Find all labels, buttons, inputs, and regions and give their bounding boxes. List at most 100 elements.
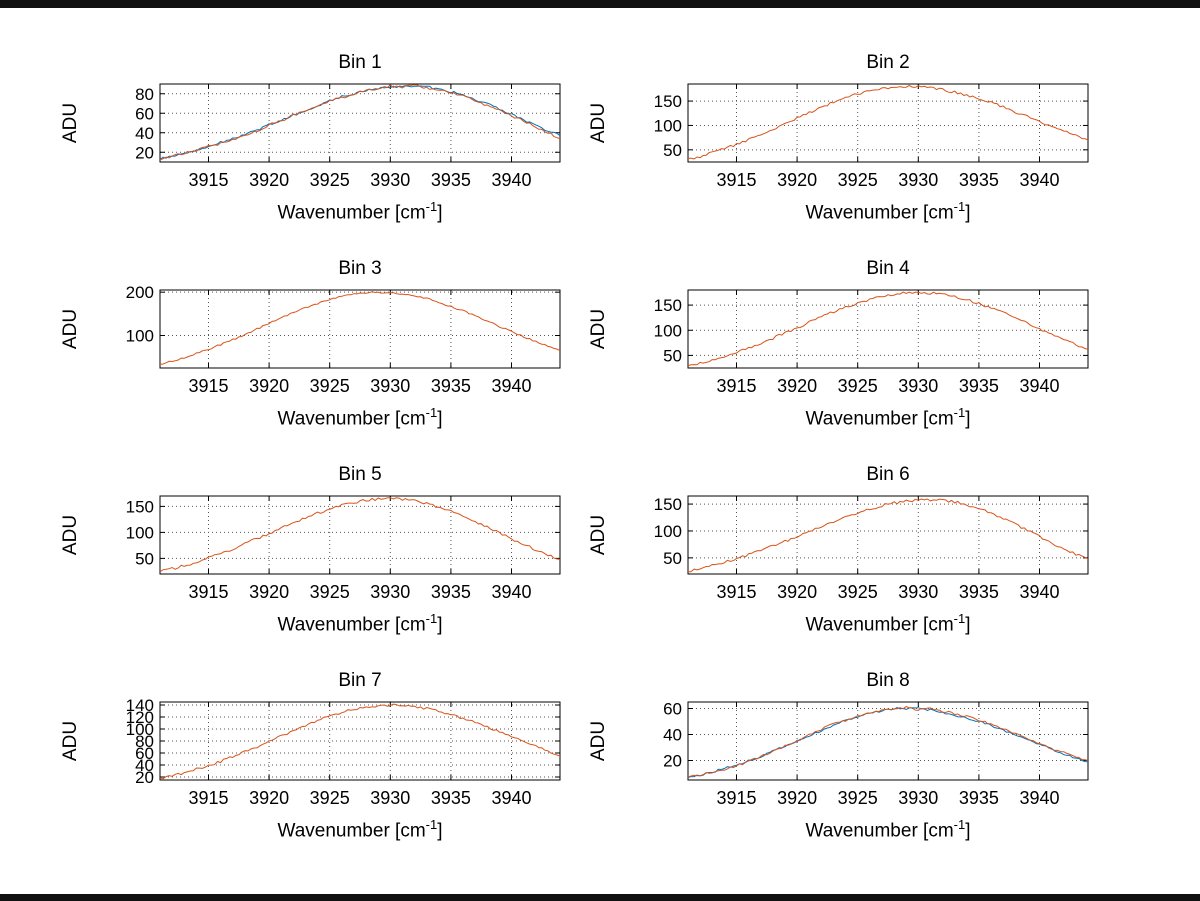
- charts-grid: Bin 1 ADU 20 40 60 80 3915 3920 3925 3930 3935 394…: [0, 8, 1200, 844]
- y-tick-label: 40: [135, 124, 154, 143]
- y-tick-label: 50: [663, 346, 682, 365]
- y-axis-label: ADU: [588, 721, 609, 761]
- x-tick-label: 3920: [777, 170, 817, 190]
- x-tick-label: 3935: [959, 376, 999, 396]
- x-axis-label: Wavenumber [cm-1]: [688, 400, 1088, 432]
- y-tick-label: 20: [663, 752, 682, 771]
- screen-edge-top: [0, 0, 1200, 8]
- series-line-orange: [160, 291, 560, 365]
- y-tick-label: 150: [654, 296, 682, 315]
- x-tick-label: 3920: [249, 376, 289, 396]
- plot-area: [687, 495, 1089, 575]
- series-line-orange: [160, 497, 560, 573]
- y-tick-label: 120: [126, 708, 154, 727]
- plot-area: [687, 289, 1089, 369]
- x-axis-label: Wavenumber [cm-1]: [160, 194, 560, 226]
- x-tick-label: 3925: [310, 376, 350, 396]
- y-tick-label: 100: [126, 720, 154, 739]
- chart-canvas-bin-5: ADU 50 100 150 3915 3920 3925 3930 3935 3940: [60, 495, 561, 602]
- series-line-blue: [688, 707, 1088, 779]
- x-axis-label: Wavenumber [cm-1]: [688, 606, 1088, 638]
- x-axis-label-close: ]: [437, 202, 443, 224]
- x-tick-label: 3920: [249, 788, 289, 808]
- x-axis-label-text: Wavenumber [cm: [805, 408, 954, 430]
- y-tick-label: 40: [135, 756, 154, 775]
- x-tick-label: 3915: [716, 582, 756, 602]
- x-tick-label: 3940: [1019, 788, 1059, 808]
- x-tick-label: 3935: [431, 788, 471, 808]
- x-axis-label-text: Wavenumber [cm: [277, 614, 426, 636]
- y-tick-label: 80: [135, 85, 154, 104]
- chart-title: Bin 5: [338, 464, 382, 485]
- x-tick-label: 3920: [777, 582, 817, 602]
- x-tick-label: 3935: [959, 170, 999, 190]
- y-tick-label: 150: [126, 497, 154, 516]
- x-tick-label: 3915: [716, 376, 756, 396]
- x-axis-label: Wavenumber [cm-1]: [688, 812, 1088, 844]
- x-tick-label: 3930: [370, 582, 410, 602]
- x-tick-label: 3940: [491, 582, 531, 602]
- x-tick-label: 3940: [491, 376, 531, 396]
- series-line-orange: [688, 498, 1088, 573]
- x-axis-label-close: ]: [965, 614, 971, 636]
- x-tick-label: 3930: [370, 376, 410, 396]
- x-tick-label: 3940: [491, 170, 531, 190]
- x-axis-label-sup: -1: [953, 405, 966, 420]
- series-line-orange: [688, 291, 1088, 367]
- x-axis-label-sup: -1: [953, 199, 966, 214]
- x-axis-label-close: ]: [437, 820, 443, 842]
- y-tick-label: 140: [126, 696, 154, 715]
- x-axis-label-sup: -1: [953, 611, 966, 626]
- y-axis-label: ADU: [60, 309, 81, 349]
- x-axis-label-sup: -1: [953, 817, 966, 832]
- subplot-bin-5: Bin 5 ADU 50 100 150 3915 3920 3925 3930 3935 394…: [60, 460, 580, 638]
- x-tick-label: 3935: [431, 376, 471, 396]
- x-tick-label: 3920: [777, 788, 817, 808]
- x-tick-label: 3930: [898, 376, 938, 396]
- series-line-blue: [160, 85, 560, 160]
- plot-area: [159, 289, 561, 369]
- plot-area: [159, 495, 561, 575]
- x-tick-label: 3925: [310, 788, 350, 808]
- x-tick-label: 3925: [838, 376, 878, 396]
- y-tick-label: 50: [663, 549, 682, 568]
- x-tick-label: 3925: [310, 582, 350, 602]
- chart-canvas-bin-8: ADU 20 40 60 3915 3920 3925 3930 3935 3940: [588, 700, 1089, 808]
- x-tick-label: 3935: [431, 170, 471, 190]
- subplot-bin-6: Bin 6 ADU 50 100 150 3915 3920 3925 3930 3935 394…: [588, 460, 1108, 638]
- x-axis-label: Wavenumber [cm-1]: [160, 400, 560, 432]
- x-tick-label: 3915: [188, 376, 228, 396]
- y-axis-label: ADU: [588, 103, 609, 143]
- x-tick-label: 3935: [431, 582, 471, 602]
- x-tick-label: 3930: [898, 788, 938, 808]
- y-tick-label: 60: [663, 700, 682, 719]
- x-tick-label: 3925: [838, 170, 878, 190]
- y-tick-label: 20: [135, 143, 154, 162]
- y-tick-label: 50: [663, 141, 682, 160]
- y-tick-label: 50: [135, 549, 154, 568]
- x-axis-label-text: Wavenumber [cm: [805, 202, 954, 224]
- y-tick-label: 60: [135, 104, 154, 123]
- chart-title: Bin 2: [866, 52, 910, 73]
- x-axis-label-text: Wavenumber [cm: [277, 202, 426, 224]
- x-axis-label: Wavenumber [cm-1]: [160, 812, 560, 844]
- x-tick-label: 3940: [491, 788, 531, 808]
- subplot-bin-1: Bin 1 ADU 20 40 60 80 3915 3920 3925 3930 3935 394…: [60, 48, 580, 226]
- x-tick-label: 3915: [188, 170, 228, 190]
- x-axis-label: Wavenumber [cm-1]: [160, 606, 560, 638]
- y-axis-label: ADU: [60, 721, 81, 761]
- subplot-bin-7: Bin 7 ADU 20 40 60 80 100 120 140 3915 3920 3925 39…: [60, 666, 580, 844]
- x-axis-label-sup: -1: [425, 199, 438, 214]
- x-axis-label-sup: -1: [425, 405, 438, 420]
- subplot-bin-2: Bin 2 ADU 50 100 150 3915 3920 3925 3930 3935 394…: [588, 48, 1108, 226]
- x-axis-label-text: Wavenumber [cm: [805, 820, 954, 842]
- x-tick-label: 3935: [959, 788, 999, 808]
- chart-canvas-bin-6: ADU 50 100 150 3915 3920 3925 3930 3935 3940: [588, 495, 1089, 602]
- x-axis-label: Wavenumber [cm-1]: [688, 194, 1088, 226]
- y-tick-label: 150: [654, 495, 682, 514]
- y-tick-label: 60: [135, 744, 154, 763]
- plot-area: [159, 83, 561, 163]
